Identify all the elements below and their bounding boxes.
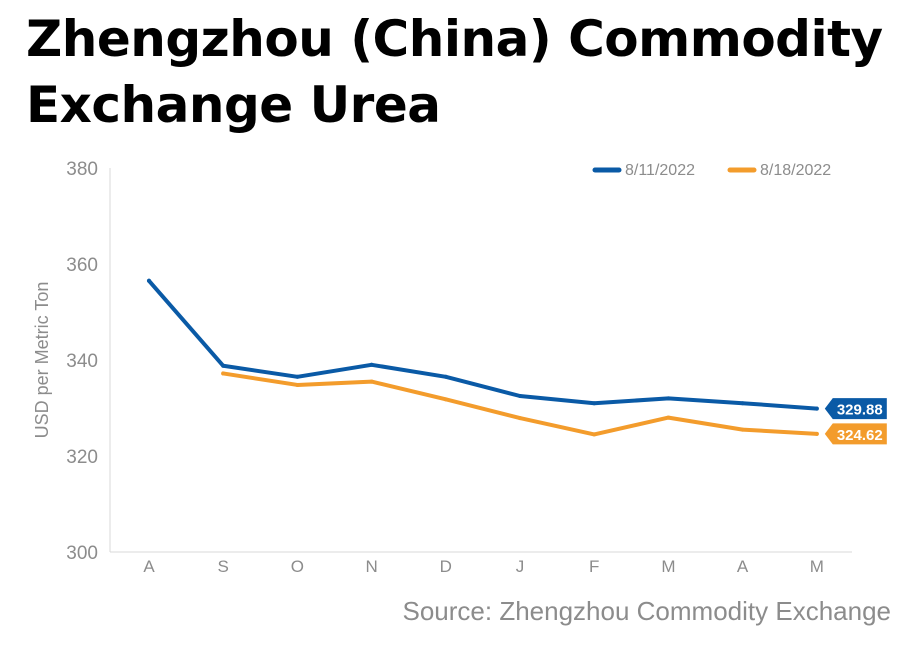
title-line-2: Exchange Urea [26, 76, 441, 134]
legend-label: 8/11/2022 [625, 162, 695, 179]
data-point [518, 416, 522, 421]
legend-item-2: 8/18/2022 [727, 162, 831, 179]
x-tick-label: D [440, 557, 452, 576]
data-point [443, 374, 448, 379]
series-2: 324.62 [221, 371, 887, 445]
y-tick-label: 380 [66, 159, 98, 180]
x-tick-label: F [589, 557, 599, 576]
data-point [666, 396, 671, 401]
x-tick-label: M [661, 557, 675, 576]
chart-legend: 8/11/2022 8/18/2022 [592, 162, 831, 179]
chart-series: 329.88 324.62 [147, 278, 887, 445]
data-point [592, 401, 597, 406]
chart-title: Zhengzhou (China) Commodity Exchange Ure… [26, 6, 906, 138]
x-tick-label: J [516, 557, 525, 576]
data-point [147, 278, 151, 283]
data-point [814, 406, 819, 411]
data-point [369, 379, 374, 384]
x-tick-label: O [291, 557, 304, 576]
y-tick-label: 320 [66, 447, 98, 468]
y-tick-label: 300 [66, 543, 98, 564]
data-point [740, 401, 745, 406]
data-point [592, 432, 597, 437]
data-point [666, 415, 671, 420]
data-point [295, 374, 300, 379]
x-tick-label: M [810, 557, 824, 576]
end-value-tag [824, 398, 887, 420]
chart-axes: 300 320 340 360 380 A S O N D J F M A M USD per Metric … [32, 159, 852, 576]
data-point [814, 431, 819, 436]
x-tick-label: A [737, 557, 749, 576]
series-line [147, 278, 819, 411]
data-point [740, 427, 745, 432]
x-tick-label: S [218, 557, 229, 576]
data-point [369, 362, 374, 367]
end-value-tag [824, 423, 887, 445]
title-line-1: Zhengzhou (China) Commodity [26, 10, 883, 68]
y-tick-label: 340 [66, 351, 98, 372]
end-value-label: 324.62 [837, 427, 883, 444]
data-point [221, 371, 226, 376]
x-tick-label: N [365, 557, 377, 576]
data-point [221, 363, 226, 368]
series-1: 329.88 [147, 278, 887, 420]
end-value-label: 329.88 [837, 402, 883, 419]
data-point [295, 382, 300, 387]
y-axis-label: USD per Metric Ton [32, 282, 52, 439]
legend-item-1: 8/11/2022 [592, 162, 695, 179]
data-point [443, 397, 448, 402]
legend-label: 8/18/2022 [760, 162, 831, 179]
data-point [518, 394, 522, 398]
source-note: Source: Zhengzhou Commodity Exchange [402, 596, 892, 626]
y-tick-label: 360 [66, 255, 98, 276]
x-tick-label: A [143, 557, 155, 576]
